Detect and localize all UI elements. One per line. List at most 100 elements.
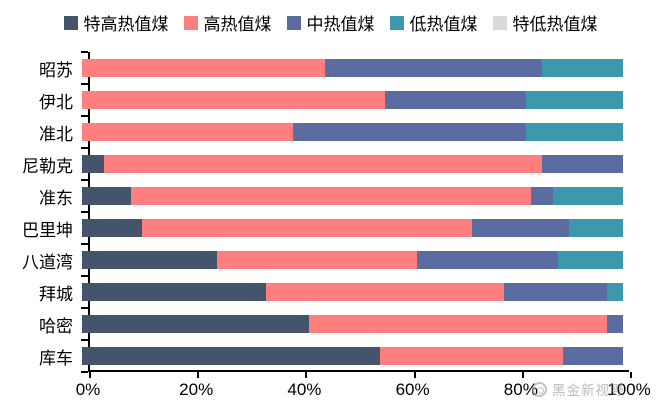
legend-item: 高热值煤 <box>183 10 272 35</box>
bar-segment <box>82 123 293 141</box>
legend: 特高热值煤 高热值煤 中热值煤 低热值煤 特低热值煤 <box>0 10 661 35</box>
bar-segment <box>82 347 380 365</box>
category-label: 库车 <box>39 348 73 368</box>
y-tick-mark <box>81 371 88 373</box>
bar-segment <box>417 251 559 269</box>
y-tick-mark <box>81 275 88 277</box>
watermark-text: 黑金新视野 <box>552 383 625 398</box>
bar-row: 库车 <box>0 340 629 372</box>
legend-swatch-icon <box>183 15 198 30</box>
x-tick-mark <box>630 372 632 378</box>
category-label: 尼勒克 <box>22 156 73 176</box>
y-tick-mark <box>81 211 88 213</box>
bar-segment <box>82 219 142 237</box>
plot-frame <box>81 51 632 378</box>
x-axis-labels: 0% 20% 40% 60% 80% 100% <box>76 380 651 402</box>
bar-segment <box>325 59 542 77</box>
y-tick-mark <box>81 51 88 53</box>
bar-segment <box>531 187 553 205</box>
ring-logo-icon <box>532 381 547 397</box>
legend-label: 特高热值煤 <box>83 15 169 34</box>
legend-label: 中热值煤 <box>306 15 375 34</box>
bar-track <box>82 251 623 269</box>
bar-segment <box>552 187 623 205</box>
legend-item: 特高热值煤 <box>63 10 169 35</box>
bar-segment <box>82 59 326 77</box>
x-tick-label: 60% <box>395 380 430 399</box>
bar-segment <box>82 91 385 109</box>
bar-row: 哈密 <box>0 308 629 340</box>
bar-segment <box>379 347 564 365</box>
y-tick-mark <box>81 307 88 309</box>
category-label: 八道湾 <box>22 252 73 272</box>
bar-track <box>82 283 623 301</box>
bar-segment <box>82 283 266 301</box>
bar-track <box>82 123 623 141</box>
plot-rows: 昭苏 伊北 准北 尼勒克 准东 巴里坤 八道湾 拜城 哈密 库车 <box>0 52 629 372</box>
bar-row: 拜城 <box>0 276 629 308</box>
bar-track <box>82 91 623 109</box>
bar-segment <box>292 123 526 141</box>
y-tick-mark <box>81 339 88 341</box>
x-tick-mark <box>305 372 308 378</box>
category-label: 准东 <box>39 188 73 208</box>
bar-segment <box>558 251 623 269</box>
bar-segment <box>525 91 623 109</box>
bar-row: 八道湾 <box>0 244 629 276</box>
bar-segment <box>541 155 623 173</box>
legend-label: 高热值煤 <box>203 15 272 34</box>
legend-item: 低热值煤 <box>389 10 478 35</box>
y-tick-mark <box>81 83 88 85</box>
category-label: 哈密 <box>39 316 73 336</box>
legend-swatch-icon <box>389 15 404 30</box>
x-tick-label: 80% <box>503 380 538 399</box>
bar-segment <box>525 123 623 141</box>
bar-track <box>82 187 623 205</box>
x-tick-mark <box>89 372 91 378</box>
watermark: 黑金新视野 <box>532 379 625 399</box>
legend-label: 特低热值煤 <box>512 15 598 34</box>
bar-segment <box>471 219 569 237</box>
legend-item: 特低热值煤 <box>492 10 598 35</box>
bar-segment <box>568 219 623 237</box>
bar-row: 准东 <box>0 180 629 212</box>
category-label: 伊北 <box>39 92 73 112</box>
bar-segment <box>563 347 623 365</box>
x-tick-label: 20% <box>179 380 214 399</box>
bar-row: 伊北 <box>0 84 629 116</box>
bar-segment <box>130 187 532 205</box>
bar-segment <box>82 251 218 269</box>
bar-row: 尼勒克 <box>0 148 629 180</box>
legend-swatch-icon <box>492 15 507 30</box>
bar-track <box>82 155 623 173</box>
bar-row: 昭苏 <box>0 52 629 84</box>
bar-segment <box>541 59 623 77</box>
y-tick-mark <box>81 115 88 117</box>
bar-segment <box>384 91 526 109</box>
x-tick-label: 100% <box>607 380 651 399</box>
bar-segment <box>82 187 131 205</box>
x-tick-mark <box>521 372 524 378</box>
bar-track <box>82 347 623 365</box>
legend-swatch-icon <box>63 15 78 30</box>
bar-track <box>82 219 623 237</box>
bar-segment <box>309 315 607 333</box>
bar-track <box>82 59 623 77</box>
legend-label: 低热值煤 <box>409 15 478 34</box>
bar-row: 准北 <box>0 116 629 148</box>
bar-segment <box>141 219 472 237</box>
bar-segment <box>606 315 623 333</box>
x-tick-mark <box>413 372 416 378</box>
bar-segment <box>82 155 104 173</box>
category-label: 拜城 <box>39 284 73 304</box>
category-label: 准北 <box>39 124 73 144</box>
legend-swatch-icon <box>286 15 301 30</box>
x-tick-label: 0% <box>75 380 101 399</box>
legend-item: 中热值煤 <box>286 10 375 35</box>
y-tick-mark <box>81 147 88 149</box>
bar-segment <box>503 283 607 301</box>
y-tick-mark <box>81 179 88 181</box>
bar-track <box>82 315 623 333</box>
x-tick-label: 40% <box>287 380 322 399</box>
